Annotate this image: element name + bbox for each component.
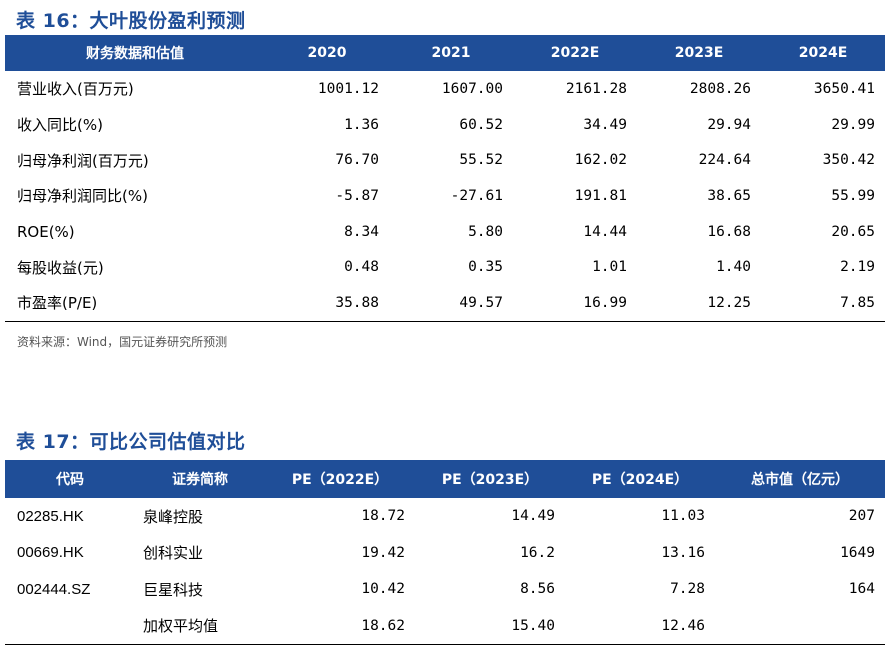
header-pe-2022e: PE（2022E）	[291, 472, 389, 488]
cell-value: 20.65	[831, 223, 875, 240]
cell-value: 8.56	[520, 581, 555, 598]
cell-value: 55.99	[831, 187, 875, 204]
table-row: 营业收入(百万元) 1001.12 1607.00 2161.28 2808.2…	[5, 71, 885, 107]
cell-value: 162.02	[574, 152, 627, 169]
stock-name: 巨星科技	[143, 580, 204, 599]
cell-value: 34.49	[583, 116, 627, 133]
header-2024e: 2024E	[798, 45, 848, 61]
table-row: 002444.SZ 巨星科技 10.42 8.56 7.28 164	[5, 571, 885, 608]
header-pe-2024e: PE（2024E）	[591, 472, 689, 488]
table-row: 归母净利润(百万元) 76.70 55.52 162.02 224.64 350…	[5, 142, 885, 178]
row-label: 市盈率(P/E)	[5, 285, 265, 322]
header-market-cap: 总市值（亿元）	[751, 472, 849, 488]
table-row: 收入同比(%) 1.36 60.52 34.49 29.94 29.99	[5, 107, 885, 143]
header-row: 财务数据和估值 2020 2021 2022E 2023E 2024E	[5, 35, 885, 71]
cell-value: 2808.26	[689, 80, 751, 97]
table-row: 00669.HK 创科实业 19.42 16.2 13.16 1649	[5, 535, 885, 572]
cell-value: 13.16	[661, 544, 705, 561]
stock-code: 00669.HK	[17, 544, 84, 562]
header-2021: 2021	[431, 45, 471, 61]
cell-value: 14.49	[511, 508, 555, 525]
cell-value: 191.81	[574, 187, 627, 204]
stock-code: 002444.SZ	[17, 580, 91, 598]
header-2020: 2020	[307, 45, 347, 61]
cell-value: 164	[848, 581, 875, 598]
cell-value: 35.88	[265, 285, 389, 322]
cell-value: 3650.41	[813, 80, 875, 97]
cell-value: 224.64	[698, 152, 751, 169]
cell-value: 76.70	[335, 152, 379, 169]
cell-value: 1.01	[592, 259, 627, 276]
cell-value: 16.2	[520, 544, 555, 561]
stock-name: 创科实业	[143, 544, 204, 563]
cell-value: 12.46	[565, 607, 715, 645]
earnings-forecast-table: 财务数据和估值 2020 2021 2022E 2023E 2024E 营业收入…	[5, 35, 885, 322]
cell-value: 207	[848, 508, 875, 525]
comparable-companies-table: 代码 证券简称 PE（2022E） PE（2023E） PE（2024E） 总市…	[5, 460, 885, 645]
cell-value: 2161.28	[565, 80, 627, 97]
cell-value: 1649	[840, 544, 875, 561]
row-label: 归母净利润(百万元)	[17, 151, 149, 170]
cell-value: 5.80	[468, 223, 503, 240]
cell-value: 55.52	[459, 152, 503, 169]
header-name: 证券简称	[172, 472, 228, 488]
cell-value: 12.25	[637, 285, 761, 322]
cell-value: 1607.00	[441, 80, 503, 97]
row-label: 每股收益(元)	[17, 258, 104, 277]
cell-value: 7.85	[761, 285, 885, 322]
cell-value: 1001.12	[317, 80, 379, 97]
row-label: 营业收入(百万元)	[17, 80, 134, 99]
cell-value: 1.40	[716, 259, 751, 276]
stock-name: 加权平均值	[135, 607, 265, 645]
table-row: 02285.HK 泉峰控股 18.72 14.49 11.03 207	[5, 498, 885, 535]
header-row: 代码 证券简称 PE（2022E） PE（2023E） PE（2024E） 总市…	[5, 460, 885, 498]
stock-name: 泉峰控股	[143, 507, 204, 526]
cell-value: 11.03	[661, 508, 705, 525]
header-code: 代码	[56, 472, 84, 488]
cell-value	[715, 607, 885, 645]
cell-value: 10.42	[361, 581, 405, 598]
table16-title: 表 16：大叶股份盈利预测	[16, 10, 246, 32]
cell-value: 0.48	[344, 259, 379, 276]
cell-value: -27.61	[450, 187, 503, 204]
cell-value: 1.36	[344, 116, 379, 133]
cell-value: 29.99	[831, 116, 875, 133]
cell-value: 15.40	[415, 607, 565, 645]
table-row: 归母净利润同比(%) -5.87 -27.61 191.81 38.65 55.…	[5, 178, 885, 214]
header-financial-data: 财务数据和估值	[86, 46, 184, 62]
cell-value: 29.94	[707, 116, 751, 133]
row-label: 收入同比(%)	[17, 116, 103, 135]
cell-value: 350.42	[822, 152, 875, 169]
source-note: 资料来源：Wind，国元证券研究所预测	[17, 335, 228, 349]
cell-value: 8.34	[344, 223, 379, 240]
cell-value: 0.35	[468, 259, 503, 276]
table-row: ROE(%) 8.34 5.80 14.44 16.68 20.65	[5, 214, 885, 250]
header-pe-2023e: PE（2023E）	[441, 472, 539, 488]
cell-value: 16.99	[513, 285, 637, 322]
cell-value: 16.68	[707, 223, 751, 240]
table17-title: 表 17：可比公司估值对比	[16, 431, 246, 453]
cell-value: 60.52	[459, 116, 503, 133]
cell-value: 38.65	[707, 187, 751, 204]
cell-value: -5.87	[335, 187, 379, 204]
stock-code	[5, 607, 135, 645]
table-row: 市盈率(P/E) 35.88 49.57 16.99 12.25 7.85	[5, 285, 885, 322]
cell-value: 49.57	[389, 285, 513, 322]
cell-value: 2.19	[840, 259, 875, 276]
cell-value: 18.62	[265, 607, 415, 645]
cell-value: 18.72	[361, 508, 405, 525]
header-2023e: 2023E	[674, 45, 724, 61]
table-row: 加权平均值 18.62 15.40 12.46	[5, 607, 885, 645]
row-label: 归母净利润同比(%)	[17, 187, 148, 206]
cell-value: 7.28	[670, 581, 705, 598]
row-label: ROE(%)	[17, 222, 75, 241]
header-2022e: 2022E	[550, 45, 600, 61]
table-row: 每股收益(元) 0.48 0.35 1.01 1.40 2.19	[5, 249, 885, 285]
stock-code: 02285.HK	[17, 507, 84, 525]
cell-value: 14.44	[583, 223, 627, 240]
cell-value: 19.42	[361, 544, 405, 561]
